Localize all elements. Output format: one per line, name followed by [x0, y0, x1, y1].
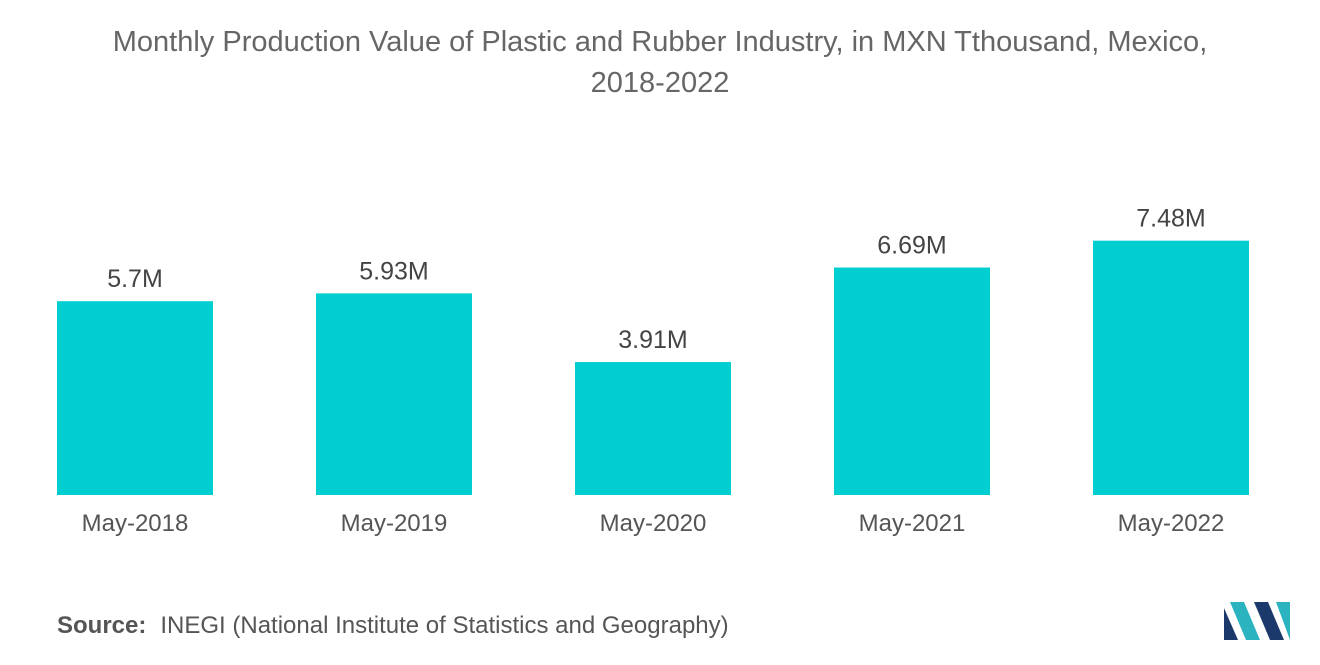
- x-tick-label-may-2022: May-2022: [1118, 510, 1225, 537]
- data-label-may-2020: 3.91M: [618, 326, 687, 354]
- bar-may-2019: [316, 293, 472, 495]
- chart-title-line-1: Monthly Production Value of Plastic and …: [112, 26, 1208, 58]
- source-label: Source:: [57, 612, 147, 639]
- bar-may-2021: [834, 267, 990, 495]
- x-tick-label-may-2021: May-2021: [859, 510, 966, 537]
- brand-logo-icon: [1224, 602, 1290, 640]
- source-text: INEGI (National Institute of Statistics …: [160, 612, 729, 639]
- chart-title-line-2: 2018-2022: [590, 67, 730, 99]
- bar-may-2022: [1093, 240, 1249, 495]
- chart-title: Monthly Production Value of Plastic and …: [0, 22, 1320, 104]
- data-label-may-2019: 5.93M: [359, 257, 428, 285]
- x-tick-label-may-2019: May-2019: [341, 510, 448, 537]
- bar-may-2018: [57, 301, 213, 495]
- data-label-may-2021: 6.69M: [877, 232, 946, 260]
- data-label-may-2022: 7.48M: [1136, 205, 1205, 233]
- source-note: Source: INEGI (National Institute of Stat…: [57, 612, 729, 640]
- x-tick-label-may-2018: May-2018: [82, 510, 189, 537]
- data-label-may-2018: 5.7M: [107, 265, 163, 293]
- bar-may-2020: [575, 362, 731, 495]
- x-tick-label-may-2020: May-2020: [600, 510, 707, 537]
